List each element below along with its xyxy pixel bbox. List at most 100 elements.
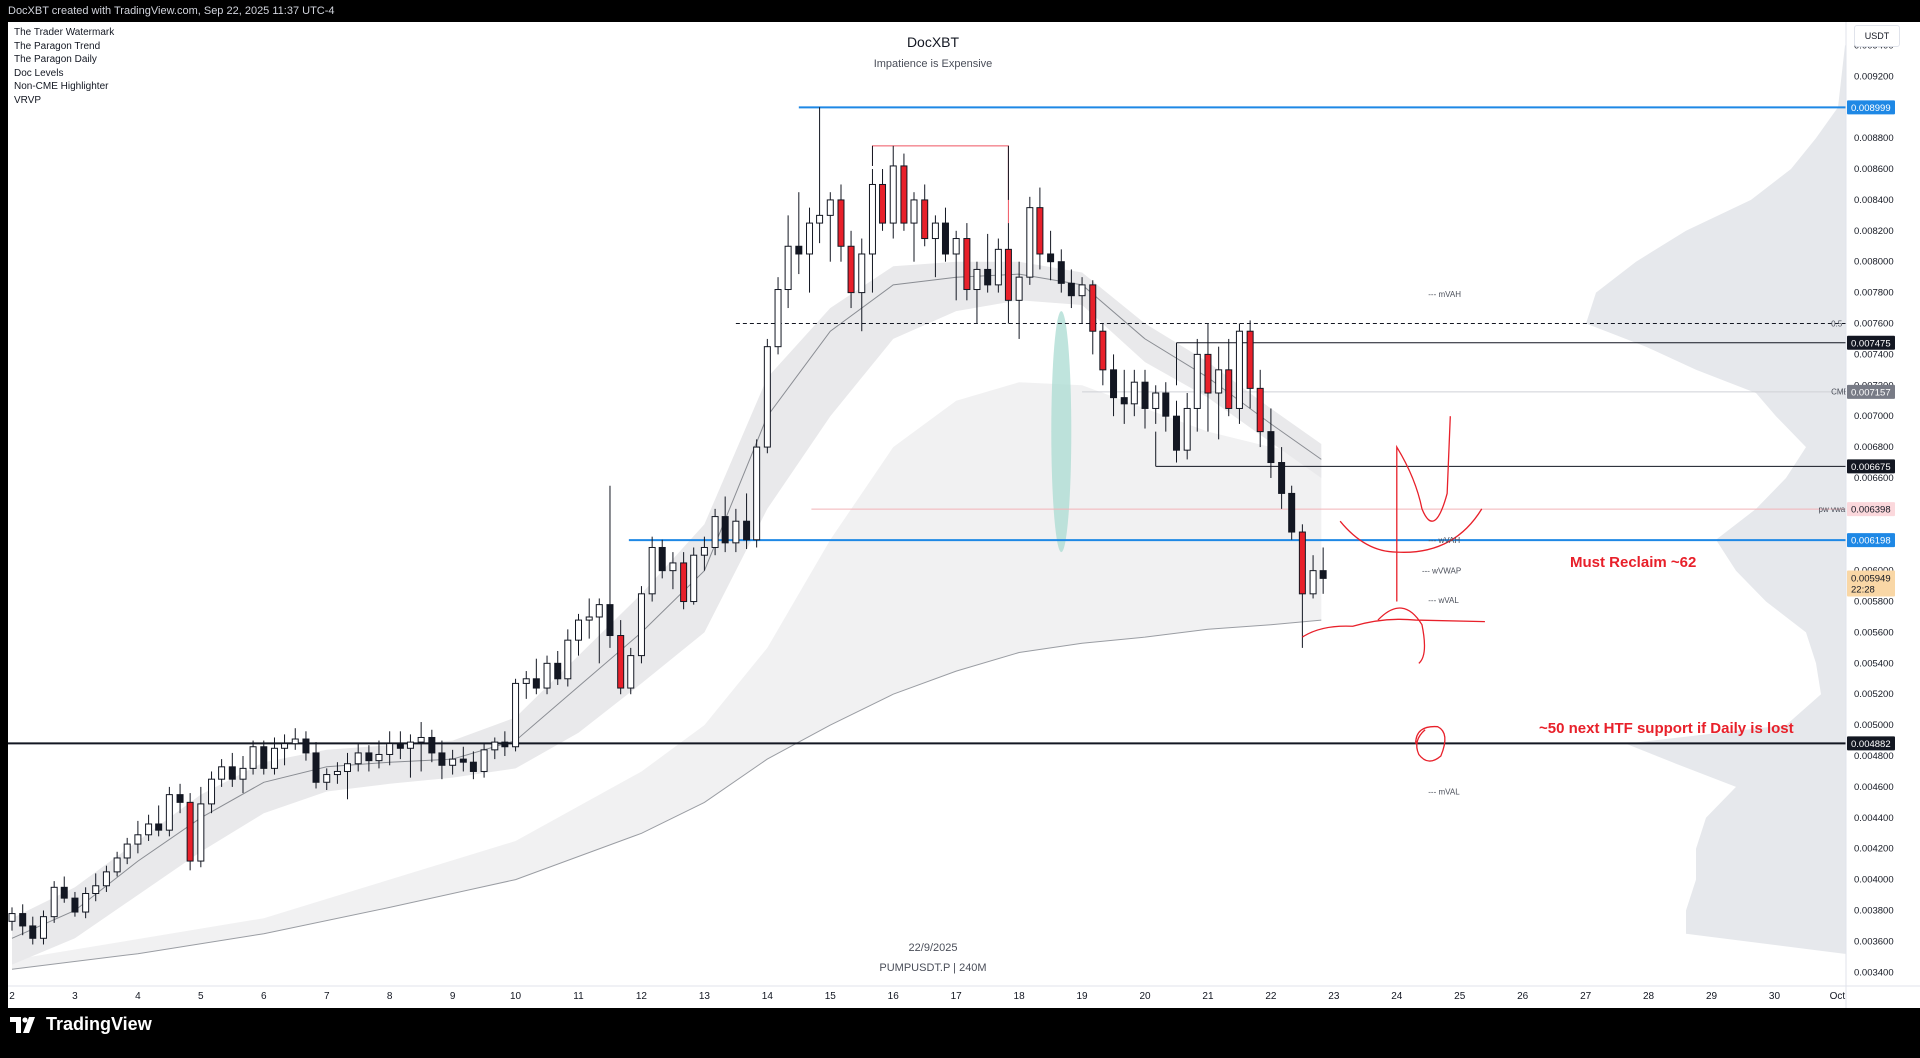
price-label-tag bbox=[1847, 100, 1895, 115]
indicator-item[interactable]: Doc Levels bbox=[14, 67, 64, 79]
candle-body bbox=[879, 183, 887, 224]
candle-body bbox=[396, 743, 404, 749]
candle-body bbox=[743, 520, 751, 541]
candle-body bbox=[459, 758, 467, 763]
x-tick-label: 26 bbox=[1517, 991, 1529, 1002]
candle-body bbox=[1152, 392, 1160, 409]
candle-body bbox=[145, 823, 153, 836]
candle-body bbox=[627, 655, 635, 689]
x-tick-label: 5 bbox=[198, 991, 204, 1002]
candle-body bbox=[228, 766, 236, 780]
x-tick-label: 10 bbox=[510, 991, 522, 1002]
y-tick-label: 0.007000 bbox=[1854, 411, 1894, 422]
candle-body bbox=[585, 616, 593, 621]
candle-body bbox=[386, 743, 394, 755]
x-tick-label: 11 bbox=[573, 991, 584, 1002]
y-tick-label: 0.006600 bbox=[1854, 473, 1894, 484]
candle-body bbox=[575, 619, 583, 641]
candle-body bbox=[732, 520, 740, 544]
candle-body bbox=[239, 767, 247, 780]
chart-caption: DocXBT created with TradingView.com, Sep… bbox=[0, 0, 1920, 22]
watermark-date: 22/9/2025 bbox=[908, 942, 958, 954]
candle-body bbox=[71, 897, 79, 913]
candle-body bbox=[669, 562, 677, 572]
candle-body bbox=[753, 446, 761, 541]
candle-body bbox=[1078, 284, 1086, 297]
candle-body bbox=[784, 245, 792, 291]
candle-body bbox=[512, 682, 520, 748]
candle-body bbox=[826, 199, 834, 216]
candle-body bbox=[1278, 462, 1286, 494]
candle-body bbox=[480, 749, 488, 772]
x-tick-label: 12 bbox=[636, 991, 648, 1002]
x-tick-label: 28 bbox=[1643, 991, 1655, 1002]
x-tick-label: 16 bbox=[888, 991, 900, 1002]
highlight-ellipse bbox=[1051, 311, 1072, 553]
candle-body bbox=[680, 562, 688, 603]
watermark-symbol: PUMPUSDT.P | 240M bbox=[879, 962, 987, 974]
candle-body bbox=[449, 758, 457, 766]
x-tick-label: 3 bbox=[72, 991, 78, 1002]
candle-body bbox=[1215, 369, 1223, 394]
candle-body bbox=[1319, 570, 1327, 579]
indicator-item[interactable]: The Paragon Trend bbox=[14, 40, 101, 52]
x-tick-label: 15 bbox=[825, 991, 837, 1002]
candle-body bbox=[218, 766, 226, 780]
price-label-text: 0.006198 bbox=[1851, 536, 1891, 547]
candle-body bbox=[522, 678, 530, 684]
drawn-path-reclaim-arc bbox=[1339, 508, 1483, 553]
x-tick-label: Oct bbox=[1830, 991, 1846, 1002]
candle-body bbox=[711, 516, 719, 548]
level-tag: --- mVAH bbox=[1428, 290, 1461, 299]
candle-body bbox=[774, 289, 782, 348]
indicator-item[interactable]: Non-CME Highlighter bbox=[14, 81, 109, 92]
candle-body bbox=[354, 752, 362, 765]
candle-body bbox=[1089, 284, 1097, 332]
candle-body bbox=[1057, 261, 1065, 284]
candle-body bbox=[637, 593, 645, 657]
candle-body bbox=[1130, 381, 1138, 405]
x-tick-label: 6 bbox=[261, 991, 267, 1002]
indicator-item[interactable]: VRVP bbox=[14, 94, 42, 106]
candle-body bbox=[102, 871, 110, 887]
x-tick-label: 20 bbox=[1139, 991, 1151, 1002]
candle-body bbox=[333, 770, 341, 776]
candle-body bbox=[606, 604, 614, 637]
candle-body bbox=[1288, 492, 1296, 533]
level-tag: pw vwap bbox=[1819, 505, 1851, 514]
candle-body bbox=[60, 886, 68, 899]
y-tick-label: 0.005600 bbox=[1854, 627, 1894, 638]
candle-body bbox=[249, 746, 257, 769]
candle-body bbox=[1004, 248, 1012, 301]
tradingview-logo-icon bbox=[10, 1016, 35, 1033]
currency-button[interactable]: USDT bbox=[1854, 25, 1900, 47]
price-label-text: 0.006398 bbox=[1851, 505, 1891, 516]
candle-body bbox=[1047, 253, 1055, 263]
x-tick-label: 22 bbox=[1265, 991, 1277, 1002]
current-price-tag bbox=[1847, 570, 1895, 597]
price-label-tag bbox=[1847, 459, 1895, 474]
candle-body bbox=[501, 741, 509, 748]
chart-pane[interactable]: --- mVAH --- wVAH --- wVWAP --- wVAL --- mVA… bbox=[8, 22, 1920, 1008]
candle-body bbox=[375, 753, 383, 762]
indicator-item[interactable]: The Trader Watermark bbox=[14, 27, 115, 38]
candle-body bbox=[1246, 330, 1254, 389]
candle-body bbox=[491, 741, 499, 751]
candle-body bbox=[270, 747, 278, 769]
y-tick-label: 0.005400 bbox=[1854, 658, 1894, 669]
price-label-tag bbox=[1847, 384, 1895, 399]
y-tick-label: 0.008800 bbox=[1854, 133, 1894, 144]
indicator-item[interactable]: The Paragon Daily bbox=[14, 54, 97, 65]
price-chart[interactable]: --- mVAH --- wVAH --- wVWAP --- wVAL --- mVA… bbox=[8, 22, 1920, 1008]
candle-body bbox=[595, 604, 603, 618]
candle-body bbox=[186, 801, 194, 862]
candle-body bbox=[197, 803, 205, 862]
candle-body bbox=[721, 516, 729, 544]
level-tag: 0.5 bbox=[1831, 319, 1843, 328]
level-tag: --- wVAH bbox=[1428, 536, 1460, 545]
candle-body bbox=[543, 662, 551, 689]
candle-body bbox=[417, 736, 425, 743]
x-tick-label: 4 bbox=[135, 991, 141, 1002]
candle-body bbox=[900, 165, 908, 224]
candle-body bbox=[260, 746, 268, 769]
